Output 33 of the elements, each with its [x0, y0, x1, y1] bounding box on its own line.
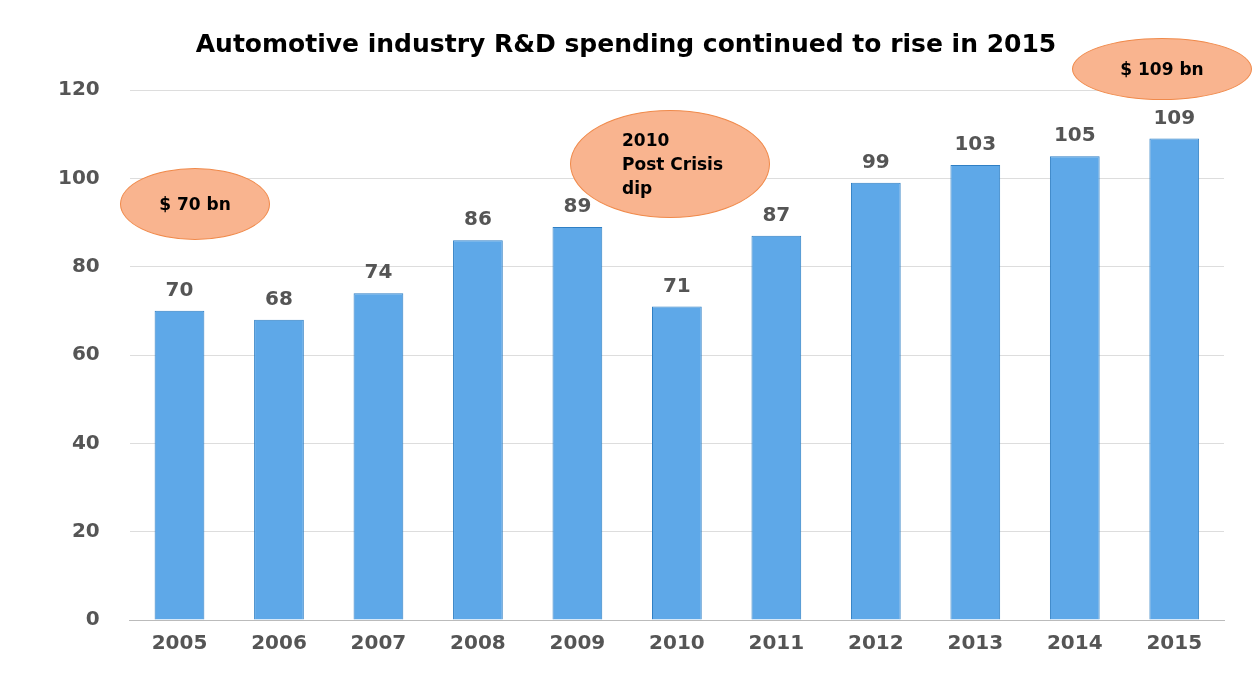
- data-label: 105: [1053, 122, 1096, 147]
- y-tick-label: 0: [85, 606, 100, 631]
- data-label: 87: [762, 201, 791, 226]
- data-label: 103: [954, 131, 997, 156]
- data-label: 99: [861, 148, 890, 173]
- x-tick-label: 2011: [748, 630, 805, 655]
- x-tick-label: 2013: [947, 630, 1004, 655]
- x-tick-label: 2006: [251, 630, 307, 655]
- y-tick-label: 120: [58, 76, 100, 101]
- y-tick-label: 80: [71, 252, 100, 277]
- data-label: 70: [165, 277, 194, 302]
- y-tick-label: 60: [71, 341, 100, 366]
- text: $ 109 bn: [1120, 58, 1204, 81]
- y-tick-label: 20: [71, 517, 100, 542]
- x-tick-label: 2012: [847, 630, 904, 655]
- x-tick-label: 2014: [1046, 630, 1103, 655]
- x-tick-label: 2009: [549, 630, 606, 655]
- data-label: 68: [265, 285, 293, 310]
- y-tick-label: 100: [58, 164, 100, 189]
- x-tick-label: 2008: [450, 630, 506, 655]
- x-tick-label: 2015: [1146, 630, 1203, 655]
- data-label: 86: [464, 206, 492, 231]
- x-tick-label: 2005: [151, 630, 208, 655]
- data-label: 109: [1153, 104, 1196, 129]
- chart-title: Automotive industry R&D spending continued to rise in 2015: [195, 28, 1057, 58]
- x-tick-label: 2010: [649, 630, 705, 655]
- data-label: 89: [563, 193, 592, 218]
- annotation: $ 70 bn: [159, 193, 231, 216]
- x-tick-label: 2007: [350, 630, 407, 655]
- data-label: 71: [662, 272, 691, 297]
- y-tick-label: 40: [71, 429, 100, 454]
- data-label: 74: [364, 259, 393, 284]
- annotation: 2010 Post Crisis dip: [622, 129, 724, 200]
